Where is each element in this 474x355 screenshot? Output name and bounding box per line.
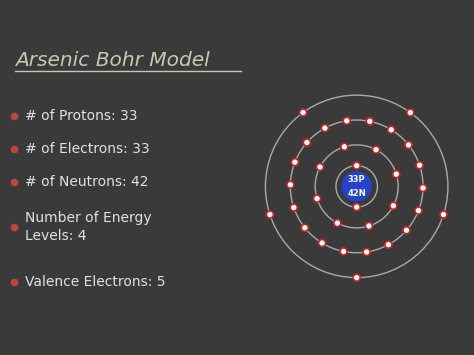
Circle shape bbox=[353, 203, 360, 211]
Circle shape bbox=[416, 162, 423, 169]
Circle shape bbox=[366, 118, 374, 125]
Text: Arsenic Bohr Model: Arsenic Bohr Model bbox=[15, 51, 210, 70]
Circle shape bbox=[342, 172, 371, 201]
Circle shape bbox=[385, 241, 392, 248]
Circle shape bbox=[373, 146, 380, 153]
Circle shape bbox=[343, 117, 350, 124]
Text: Valence Electrons: 5: Valence Electrons: 5 bbox=[25, 275, 165, 289]
Text: # of Electrons: 33: # of Electrons: 33 bbox=[25, 142, 150, 156]
Circle shape bbox=[353, 162, 360, 169]
Circle shape bbox=[393, 171, 400, 178]
Circle shape bbox=[300, 109, 307, 116]
Circle shape bbox=[353, 274, 360, 281]
Circle shape bbox=[419, 185, 427, 192]
Circle shape bbox=[292, 159, 299, 166]
Circle shape bbox=[440, 211, 447, 218]
Circle shape bbox=[341, 143, 348, 150]
Circle shape bbox=[287, 181, 294, 188]
Circle shape bbox=[266, 211, 273, 218]
Circle shape bbox=[319, 240, 326, 246]
Text: 42N: 42N bbox=[347, 189, 366, 198]
Text: # of Neutrons: 42: # of Neutrons: 42 bbox=[25, 175, 149, 190]
Circle shape bbox=[290, 204, 297, 211]
Circle shape bbox=[363, 248, 370, 256]
Text: 33P: 33P bbox=[348, 175, 365, 184]
Circle shape bbox=[388, 126, 395, 133]
Circle shape bbox=[403, 227, 410, 234]
Circle shape bbox=[317, 164, 324, 170]
Circle shape bbox=[365, 223, 373, 230]
Text: Number of Energy
Levels: 4: Number of Energy Levels: 4 bbox=[25, 211, 152, 244]
Text: # of Protons: 33: # of Protons: 33 bbox=[25, 109, 137, 123]
Circle shape bbox=[415, 207, 422, 214]
Circle shape bbox=[303, 139, 310, 146]
Circle shape bbox=[407, 109, 414, 116]
Circle shape bbox=[340, 248, 347, 255]
Circle shape bbox=[334, 219, 341, 226]
Circle shape bbox=[313, 195, 320, 202]
Circle shape bbox=[390, 202, 397, 209]
Circle shape bbox=[301, 224, 309, 231]
Circle shape bbox=[321, 125, 328, 132]
Circle shape bbox=[405, 141, 412, 148]
